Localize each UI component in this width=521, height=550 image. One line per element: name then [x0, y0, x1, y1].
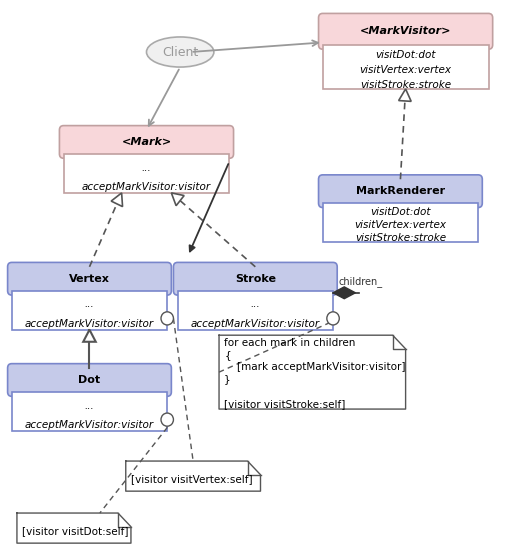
Text: for each mark in children: for each mark in children [224, 338, 356, 348]
FancyBboxPatch shape [59, 125, 233, 158]
Polygon shape [83, 329, 96, 342]
Polygon shape [17, 513, 131, 543]
Bar [12, 392, 167, 431]
Text: Vertex: Vertex [69, 274, 110, 284]
Text: [visitor visitVertex:self]: [visitor visitVertex:self] [131, 474, 253, 484]
Polygon shape [219, 335, 406, 409]
Circle shape [161, 413, 173, 426]
Text: acceptMarkVisitor:visitor: acceptMarkVisitor:visitor [25, 319, 154, 329]
Text: visitVertex:vertex: visitVertex:vertex [359, 65, 452, 75]
Bar [64, 154, 229, 193]
Circle shape [161, 312, 173, 325]
Polygon shape [171, 193, 184, 206]
Text: ...: ... [142, 163, 152, 173]
Text: acceptMarkVisitor:visitor: acceptMarkVisitor:visitor [82, 182, 211, 192]
Polygon shape [126, 461, 260, 491]
Text: Stroke: Stroke [235, 274, 276, 284]
Text: ...: ... [251, 299, 260, 309]
Text: Client: Client [162, 46, 199, 58]
Text: ...: ... [84, 299, 94, 309]
Bar [12, 291, 167, 329]
Text: visitStroke:stroke: visitStroke:stroke [355, 233, 446, 243]
Ellipse shape [146, 37, 214, 67]
Text: Dot: Dot [79, 375, 101, 385]
Text: }: } [224, 375, 231, 384]
Bar [178, 291, 333, 329]
FancyBboxPatch shape [318, 13, 493, 49]
Text: children_: children_ [338, 277, 382, 288]
FancyBboxPatch shape [8, 364, 171, 397]
Text: visitVertex:vertex: visitVertex:vertex [354, 220, 446, 230]
Text: {: { [224, 350, 231, 360]
Polygon shape [399, 89, 411, 101]
Polygon shape [111, 193, 122, 207]
Text: visitDot:dot: visitDot:dot [370, 207, 431, 217]
Circle shape [327, 312, 339, 325]
Bar [322, 45, 489, 89]
FancyBboxPatch shape [318, 175, 482, 207]
Text: acceptMarkVisitor:visitor: acceptMarkVisitor:visitor [25, 420, 154, 430]
Text: visitDot:dot: visitDot:dot [375, 50, 436, 60]
FancyBboxPatch shape [173, 262, 337, 295]
Text: [mark acceptMarkVisitor:visitor]: [mark acceptMarkVisitor:visitor] [224, 362, 406, 372]
Text: MarkRenderer: MarkRenderer [356, 186, 445, 196]
Polygon shape [333, 287, 355, 299]
Text: visitStroke:stroke: visitStroke:stroke [360, 80, 451, 90]
Text: [visitor visitDot:self]: [visitor visitDot:self] [22, 526, 129, 536]
Text: acceptMarkVisitor:visitor: acceptMarkVisitor:visitor [191, 319, 320, 329]
Text: ...: ... [84, 400, 94, 411]
Text: <MarkVisitor>: <MarkVisitor> [360, 26, 451, 36]
Text: [visitor visitStroke:self]: [visitor visitStroke:self] [224, 399, 345, 409]
FancyBboxPatch shape [8, 262, 171, 295]
Text: <Mark>: <Mark> [121, 137, 171, 147]
Bar [322, 203, 478, 242]
